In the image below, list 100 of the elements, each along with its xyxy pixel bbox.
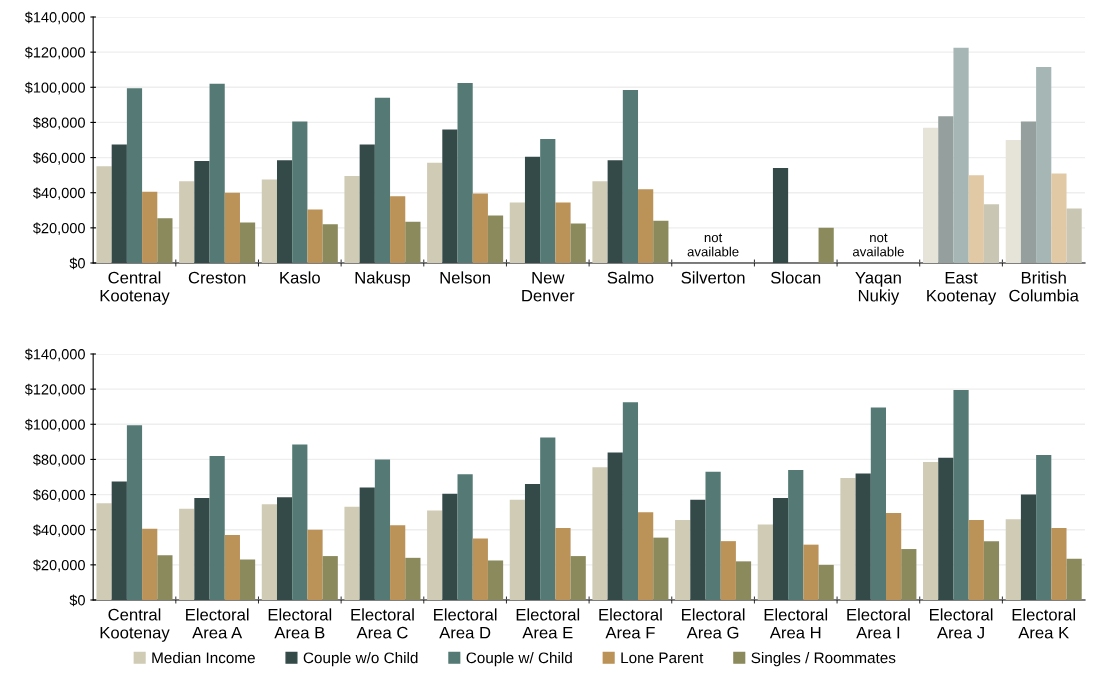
x-tick-label: Electoral Area C — [351, 608, 414, 639]
y-tick-label: $0 — [69, 594, 85, 607]
x-tick-label: British Columbia — [1009, 271, 1079, 302]
y-tick-label: $80,000 — [32, 116, 85, 130]
annotation: not available — [687, 233, 739, 257]
bar — [607, 160, 623, 263]
bar — [540, 437, 556, 600]
bar — [427, 162, 443, 263]
bar — [803, 544, 819, 600]
bar — [194, 161, 210, 263]
x-tick-label: Central Kootenay — [100, 271, 170, 305]
bar — [983, 204, 1000, 263]
x-tick-label: Electoral Area J — [930, 608, 993, 639]
x-tick-label: Electoral Area K — [1012, 608, 1076, 639]
bar — [953, 47, 969, 263]
bar — [540, 139, 556, 263]
bar — [622, 89, 639, 263]
bar — [111, 144, 127, 263]
bar — [322, 224, 338, 263]
bar — [570, 223, 586, 263]
bar — [901, 549, 917, 600]
y-tick-label: $140,000 — [24, 11, 85, 25]
bar — [923, 462, 939, 600]
bar — [1005, 140, 1021, 263]
y-tick-label: $140,000 — [24, 348, 85, 362]
bar — [239, 559, 256, 600]
bar — [405, 557, 421, 600]
bar — [487, 215, 504, 263]
x-tick-label: Salmo — [607, 271, 654, 284]
bar — [157, 555, 173, 600]
bar — [923, 127, 939, 263]
bar — [209, 455, 225, 600]
x-tick-label: Electoral Area G — [682, 608, 745, 639]
bar — [1066, 558, 1082, 600]
bar — [524, 484, 541, 600]
y-tick-label: $100,000 — [24, 418, 85, 432]
bar — [209, 83, 225, 263]
bar — [390, 525, 406, 600]
bar — [292, 444, 308, 600]
x-tick-label: Nakusp — [355, 271, 411, 287]
x-tick-label: Nelson — [440, 271, 490, 284]
y-tick-label: $120,000 — [24, 383, 85, 397]
bar — [344, 506, 360, 600]
x-tick-label: Silverton — [681, 271, 745, 284]
bar — [1036, 455, 1052, 600]
bar — [886, 513, 902, 600]
bar — [1020, 121, 1037, 263]
bar — [870, 407, 886, 600]
bar — [142, 191, 158, 263]
bar — [855, 473, 871, 600]
bar — [1066, 208, 1082, 263]
bar — [224, 534, 240, 600]
bar — [374, 97, 391, 263]
y-tick-label: $60,000 — [32, 489, 85, 502]
bar — [735, 561, 752, 600]
bar — [1005, 519, 1021, 600]
bar — [239, 222, 256, 263]
bar — [638, 189, 654, 263]
annotation: not available — [852, 233, 904, 257]
y-tick-label: $20,000 — [32, 222, 85, 236]
bar — [772, 498, 789, 600]
bar — [968, 520, 984, 600]
x-tick-label: East Kootenay — [927, 271, 997, 305]
legend-label: Median Income — [152, 652, 255, 664]
bar — [405, 221, 421, 263]
bar — [457, 474, 473, 600]
x-tick-label: New Denver — [522, 271, 575, 302]
bar — [653, 537, 669, 600]
bar — [457, 82, 473, 263]
x-tick-label: Central Kootenay — [100, 608, 170, 642]
bar — [840, 477, 856, 600]
bar — [653, 220, 669, 263]
bar — [690, 499, 706, 600]
legend-label: Lone Parent — [621, 652, 704, 664]
bar — [276, 160, 293, 263]
bar — [442, 493, 458, 600]
bar — [1051, 527, 1067, 600]
bar — [509, 499, 525, 600]
x-tick-label: Electoral Area H — [764, 608, 828, 639]
bar — [96, 166, 112, 263]
bar — [705, 471, 721, 600]
bar — [142, 528, 158, 600]
y-tick-label: $20,000 — [32, 559, 85, 573]
bar — [344, 176, 360, 263]
bar — [938, 116, 954, 263]
bar — [179, 508, 195, 600]
bar — [261, 179, 277, 263]
bar — [1020, 494, 1037, 600]
y-tick-label: $40,000 — [32, 187, 85, 200]
bar — [788, 469, 804, 600]
bar — [472, 538, 488, 600]
y-tick-label: $0 — [69, 257, 85, 270]
x-tick-label: Electoral Area I — [847, 608, 910, 639]
bar — [261, 504, 277, 600]
bar — [968, 175, 984, 263]
legend-label: Singles / Roommates — [751, 652, 896, 667]
bar — [390, 196, 406, 263]
y-tick-label: $80,000 — [32, 453, 85, 467]
bar — [359, 144, 375, 263]
x-tick-label: Electoral Area F — [599, 608, 662, 639]
